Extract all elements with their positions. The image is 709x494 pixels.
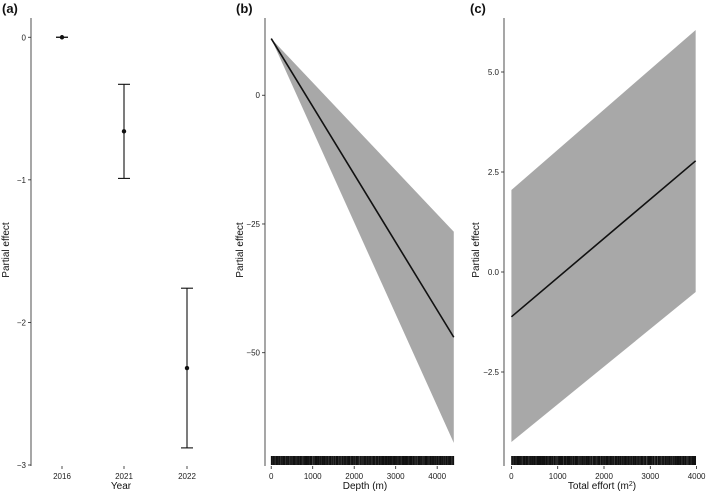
panel-a-x-tick-label: 2022 — [178, 472, 196, 481]
panel-b: (b) 0 −25 −50 0 1000 2000 3000 4000 Depth (m) P… — [235, 1, 455, 492]
panel-b-x-tick-label: 3000 — [387, 472, 405, 481]
panel-a-y-tick-label: 0 — [22, 33, 27, 42]
panel-c-x-tick-label: 2000 — [595, 472, 613, 481]
panel-c-y-title: Partial effect — [471, 222, 482, 278]
panel-c-x-tick-label: 1000 — [549, 472, 567, 481]
panel-c: (c) 5.0 2.5 0.0 −2.5 0 1000 2000 3000 4000 Total… — [470, 1, 706, 492]
panel-a-y-tick-label: −2 — [17, 318, 27, 327]
panel-c-y-tick-label: 0.0 — [488, 268, 500, 277]
panel-b-y-tick-label: −50 — [246, 349, 260, 358]
panel-a-x-title: Year — [111, 481, 132, 492]
panel-b-fit-line — [270, 38, 455, 338]
panel-c-y-tick-label: 5.0 — [488, 68, 500, 77]
panel-b-confidence-band — [271, 38, 454, 443]
panel-c-rug — [511, 456, 697, 465]
panel-b-x-tick-label: 2000 — [345, 472, 363, 481]
panel-c-x-tick-label: 4000 — [688, 472, 706, 481]
panel-a-point — [121, 129, 127, 134]
panel-a-point — [59, 35, 65, 40]
panel-c-y-tick-label: 2.5 — [488, 168, 500, 177]
panel-a-x-tick-label: 2016 — [53, 472, 71, 481]
panel-a-y-tick-label: −1 — [17, 176, 27, 185]
panel-a-y-tick-label: −3 — [17, 461, 27, 470]
panel-b-rug — [270, 456, 455, 465]
panel-b-y-tick-label: −25 — [246, 220, 260, 229]
panel-a-label: (a) — [2, 1, 18, 16]
panel-c-confidence-band — [511, 30, 696, 442]
panel-c-label: (c) — [470, 1, 486, 16]
panel-a-y-title: Partial effect — [1, 222, 12, 278]
panel-b-x-tick-label: 1000 — [304, 472, 322, 481]
panel-a-x-tick-label: 2021 — [115, 472, 133, 481]
panel-b-x-title: Depth (m) — [343, 481, 387, 492]
panel-c-fit-line — [510, 160, 697, 318]
panel-c-x-title: Total effort (m2) — [568, 481, 636, 493]
panel-c-x-tick-label: 0 — [509, 472, 514, 481]
panel-c-y-tick-label: −2.5 — [483, 368, 499, 377]
panel-b-x-tick-label: 4000 — [428, 472, 446, 481]
panel-a: (a) 0 −1 −2 −3 2016 2021 2022 Year Partial eff… — [1, 1, 196, 492]
panel-b-y-title: Partial effect — [235, 222, 246, 278]
panel-b-x-tick-label: 0 — [269, 472, 274, 481]
panel-a-point — [184, 365, 190, 371]
panel-c-x-tick-label: 3000 — [641, 472, 659, 481]
panel-b-y-tick-label: 0 — [256, 91, 261, 100]
panel-b-label: (b) — [236, 1, 253, 16]
